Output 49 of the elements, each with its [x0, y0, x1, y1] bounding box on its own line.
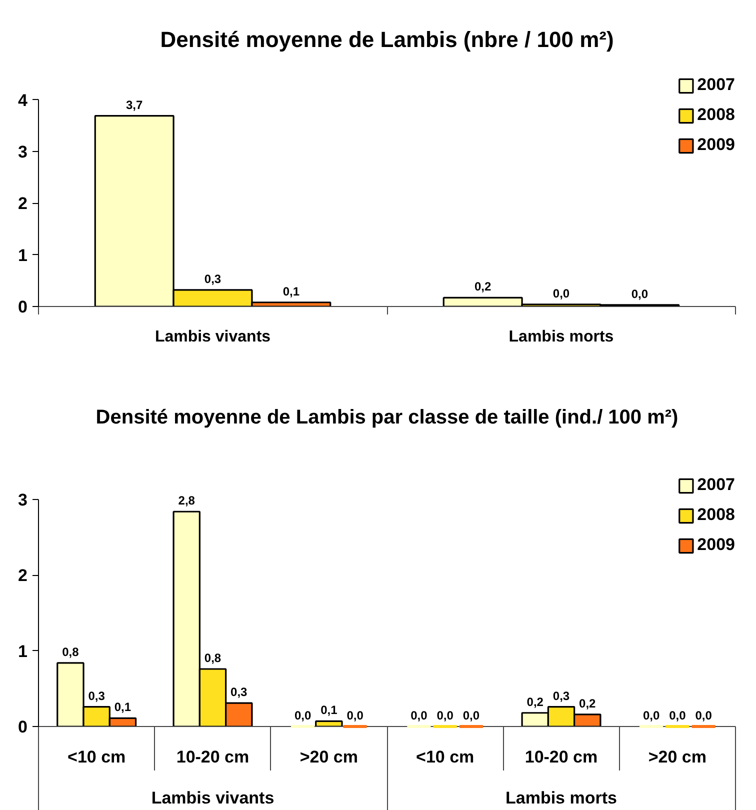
data-label: 0,0: [669, 708, 686, 722]
data-label: 0,0: [294, 708, 312, 722]
y-tick-label: 2: [18, 566, 28, 586]
data-label: 0,8: [204, 650, 222, 665]
data-label: 0,1: [320, 703, 338, 718]
data-label: 0,0: [346, 708, 364, 722]
y-tick-label: 1: [18, 246, 28, 265]
data-label: 0,0: [552, 286, 570, 300]
data-label: 0,8: [62, 644, 80, 659]
data-label: 0,0: [631, 286, 648, 301]
legend-label: 2008: [697, 505, 735, 525]
data-label: 0,0: [462, 708, 480, 722]
text: Lambis vivants: [151, 788, 274, 808]
chart-title: Densité moyenne de Lambis (nbre / 100 m²): [160, 27, 614, 52]
data-label: 0,0: [642, 708, 660, 722]
data-label: 3,7: [126, 98, 144, 112]
x-tick-label: 10-20 cm: [176, 748, 250, 766]
data-label: 0,3: [88, 688, 106, 703]
x-tick-label: 10-20 cm: [524, 748, 598, 766]
x-tick-label: >20 cm: [648, 748, 706, 766]
legend-label: 2007: [697, 75, 735, 95]
data-label: 0,2: [579, 696, 596, 710]
data-label: 0,2: [474, 280, 492, 294]
data-label: 2,8: [178, 494, 196, 508]
x-tick-label: >20 cm: [300, 748, 358, 766]
data-label: 0,1: [114, 700, 132, 714]
y-tick-label: 1: [18, 642, 28, 661]
data-label: 0,2: [526, 694, 544, 709]
y-tick-label: 3: [18, 142, 28, 162]
data-label: 0,0: [695, 708, 712, 722]
y-tick-label: 0: [18, 298, 28, 316]
x-tick-label: <10 cm: [416, 748, 474, 766]
y-tick-label: 3: [18, 490, 28, 510]
data-label: 0,3: [552, 688, 570, 703]
data-label: 0,1: [282, 284, 300, 298]
y-tick-label: 4: [18, 90, 28, 110]
chart-title: Densité moyenne de Lambis par classe de taille (ind./ 100 m²): [96, 406, 678, 428]
data-label: 0,0: [410, 708, 428, 722]
data-label: 0,0: [436, 708, 454, 722]
x-tick-label: <10 cm: [68, 748, 126, 766]
legend-label: 2007: [697, 475, 735, 495]
data-label: 0,3: [230, 685, 248, 700]
legend-label: 2009: [697, 535, 735, 555]
text: Lambis morts: [506, 788, 617, 808]
legend-label: 2009: [697, 135, 735, 155]
y-tick-label: 2: [18, 194, 28, 214]
y-tick-label: 0: [18, 718, 28, 736]
legend-label: 2008: [697, 105, 735, 125]
data-label: 0,3: [204, 272, 222, 286]
